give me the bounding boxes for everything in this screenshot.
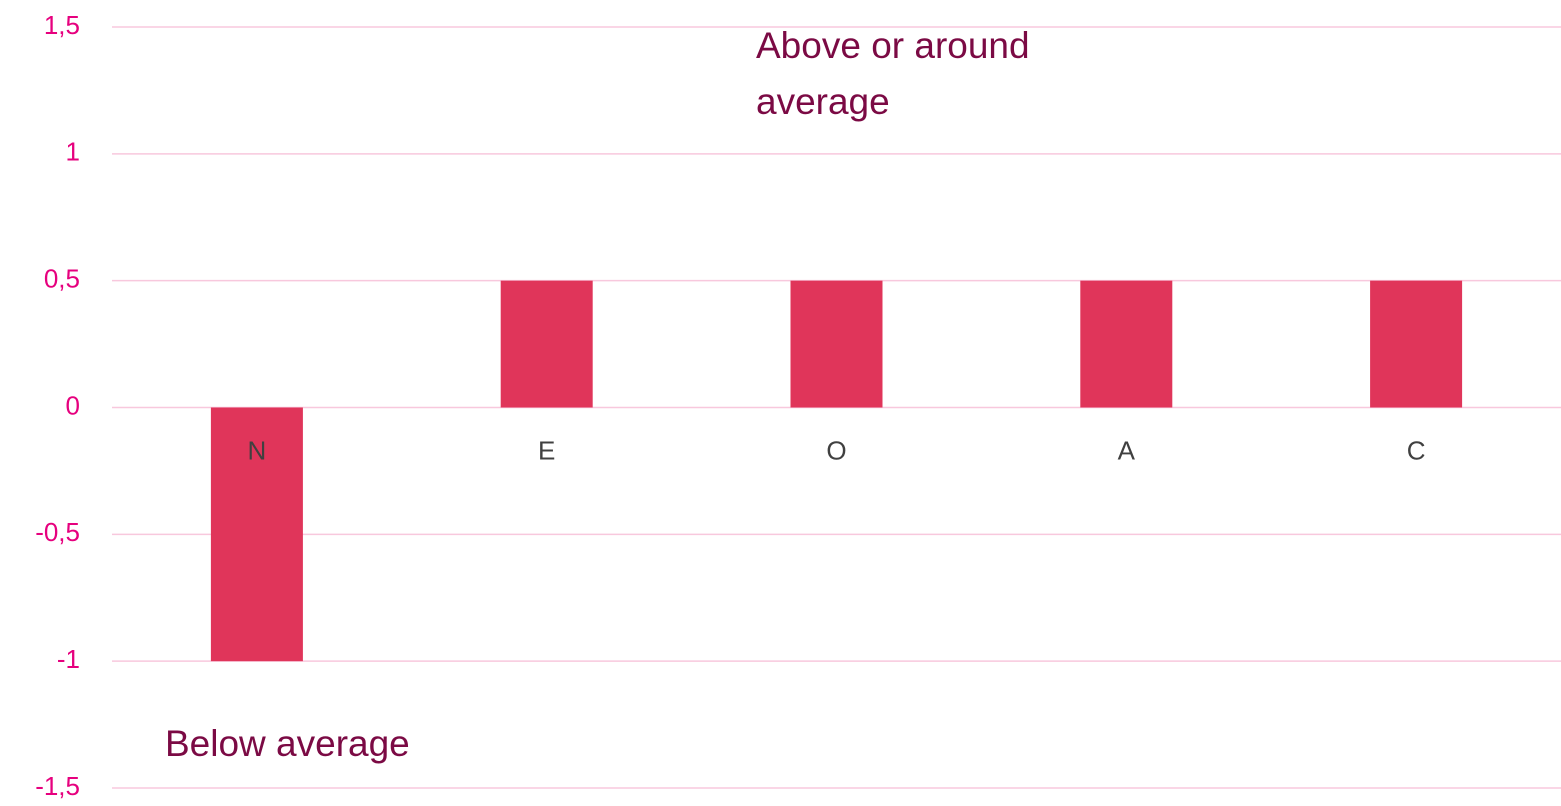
- y-tick-label: -0,5: [35, 517, 80, 547]
- x-tick-label: O: [826, 435, 846, 465]
- bar: [790, 280, 883, 408]
- x-tick-label: N: [248, 435, 267, 465]
- y-tick-label: 1: [66, 137, 80, 167]
- y-tick-label: -1: [57, 644, 80, 674]
- annotation: Above or around average: [756, 25, 1030, 122]
- bar: [1080, 280, 1173, 408]
- y-tick-label: 0: [66, 390, 80, 420]
- y-tick-label: 0,5: [44, 264, 80, 294]
- bar: [500, 280, 593, 408]
- x-tick-label: A: [1118, 435, 1136, 465]
- bar: [1370, 280, 1463, 408]
- x-tick-label: C: [1407, 435, 1426, 465]
- y-tick-label: -1,5: [35, 771, 80, 801]
- annotation: Below average: [165, 723, 410, 764]
- x-tick-label: E: [538, 435, 555, 465]
- bar: [210, 407, 303, 662]
- y-tick-label: 1,5: [44, 10, 80, 40]
